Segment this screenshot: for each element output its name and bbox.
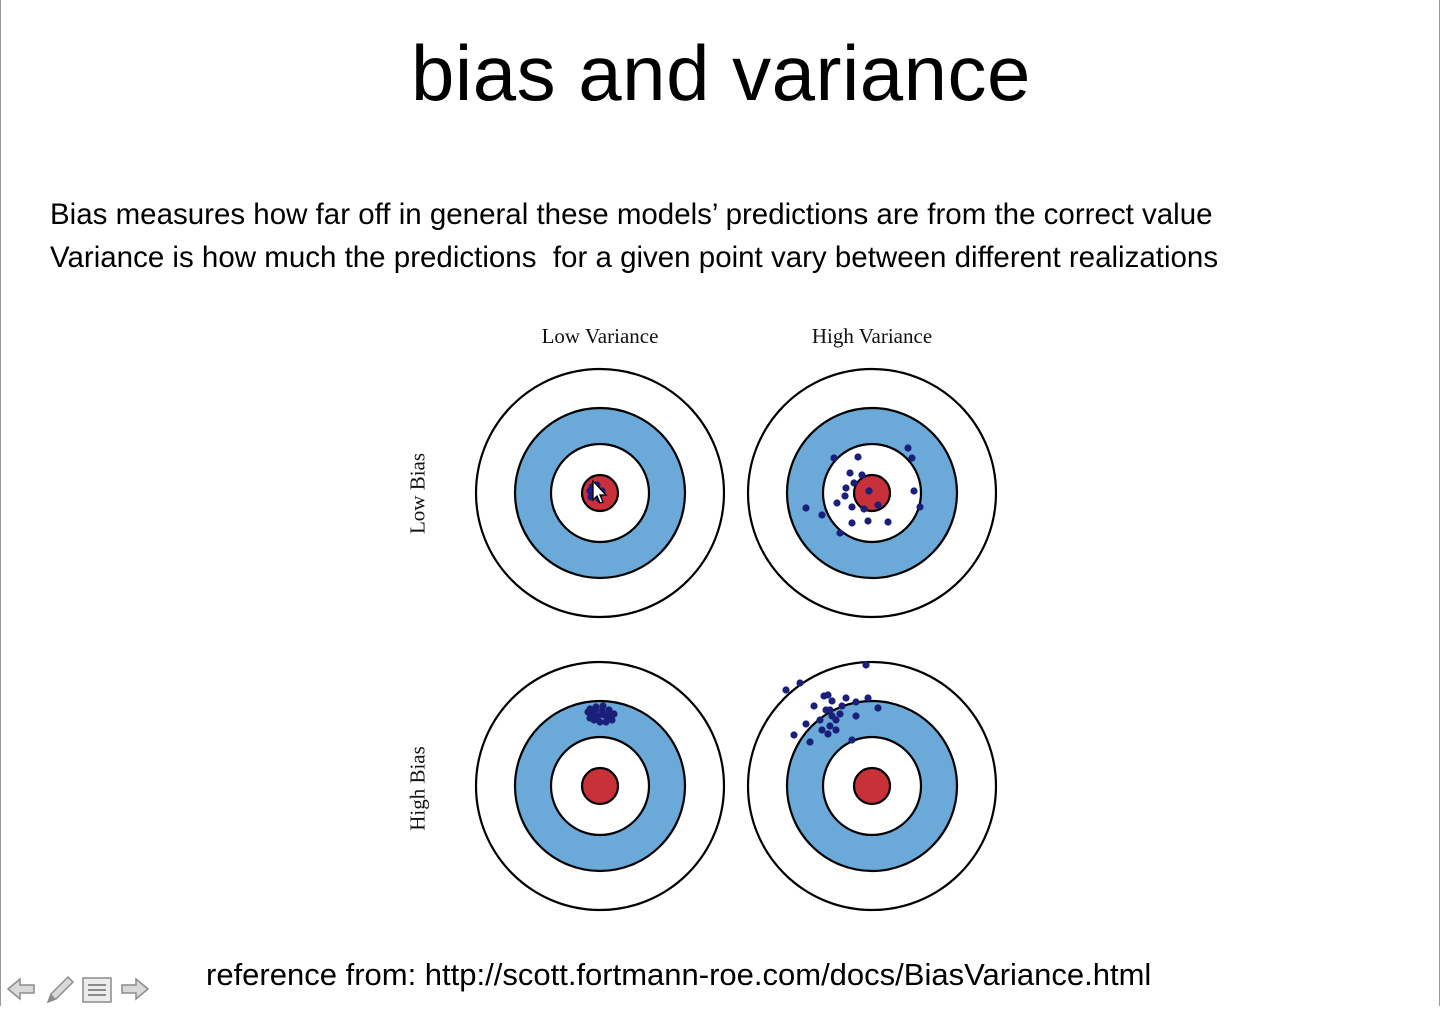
prediction-dot <box>904 444 912 452</box>
prediction-dot <box>842 484 850 492</box>
prediction-dot <box>832 726 840 734</box>
prediction-dot <box>826 706 834 714</box>
prediction-dot <box>848 736 856 744</box>
prediction-dot <box>828 697 836 705</box>
prediction-dot <box>852 698 860 706</box>
prediction-dot <box>874 501 882 509</box>
prediction-dot <box>818 511 826 519</box>
prediction-dot <box>836 710 844 718</box>
target-ring-3 <box>580 766 620 806</box>
menu-icon <box>82 977 112 1003</box>
mouse-cursor-icon <box>592 479 608 504</box>
prediction-dot <box>884 518 892 526</box>
previous-slide-button[interactable] <box>4 972 38 1006</box>
prediction-dot <box>830 454 838 462</box>
prediction-dot <box>591 706 599 714</box>
prediction-dot <box>596 718 604 726</box>
prediction-dot <box>854 453 862 461</box>
pen-tool-button[interactable] <box>42 972 76 1006</box>
pen-icon <box>46 975 75 1004</box>
prediction-dot <box>590 716 598 724</box>
prediction-dot <box>818 726 826 734</box>
left-arrow-icon <box>6 977 35 1001</box>
prediction-dot <box>874 704 882 712</box>
prediction-dot <box>608 716 616 724</box>
prediction-dot <box>842 694 850 702</box>
prediction-dot <box>865 487 873 495</box>
prediction-dot <box>599 702 607 710</box>
prediction-dot <box>910 487 918 495</box>
prediction-dot <box>586 487 594 495</box>
prediction-dots-high-bias-high-variance <box>782 661 882 746</box>
prediction-dot <box>820 692 828 700</box>
prediction-dot <box>802 504 810 512</box>
bias-definition: Bias measures how far off in general the… <box>50 198 1213 231</box>
prediction-dot <box>864 694 872 702</box>
prediction-dot <box>802 720 810 728</box>
prediction-dot <box>850 479 858 487</box>
prediction-dot <box>916 503 924 511</box>
prediction-dot <box>796 679 804 687</box>
target-ring-3 <box>852 473 892 513</box>
prediction-dot <box>584 708 592 716</box>
prediction-dot <box>860 505 868 513</box>
prediction-dot <box>848 519 856 527</box>
prediction-dot <box>602 718 610 726</box>
prediction-dot <box>782 686 790 694</box>
bias-variance-figure: Low Variance High Variance Low Bias High… <box>380 310 1040 930</box>
right-arrow-icon <box>121 977 150 1001</box>
slide-title: bias and variance <box>411 29 1031 117</box>
column-label-low-variance: Low Variance <box>541 324 659 348</box>
prediction-dot <box>824 730 832 738</box>
slide-toolbar <box>4 972 154 1006</box>
prediction-dot <box>605 706 613 714</box>
prediction-dot <box>846 469 854 477</box>
target-high-bias-low-variance <box>474 660 726 912</box>
prediction-dot <box>826 722 834 730</box>
prediction-dot <box>862 661 870 669</box>
reference-link[interactable]: reference from: http://scott.fortmann-ro… <box>206 957 1152 992</box>
column-label-high-variance: High Variance <box>811 324 933 348</box>
prediction-dot <box>852 712 860 720</box>
prediction-dot <box>908 454 916 462</box>
prediction-dot <box>848 503 856 511</box>
prediction-dots-low-bias-high-variance <box>802 444 924 537</box>
next-slide-button[interactable] <box>118 972 152 1006</box>
prediction-dot <box>858 471 866 479</box>
prediction-dot <box>833 499 841 507</box>
target-grid <box>474 367 998 912</box>
target-low-bias-high-variance <box>746 367 998 619</box>
prediction-dot <box>816 716 824 724</box>
slide-description: Bias measures how far off in general the… <box>50 193 1430 279</box>
prediction-dot <box>841 492 849 500</box>
target-high-bias-high-variance <box>746 660 998 912</box>
prediction-dots-high-bias-low-variance <box>584 702 618 726</box>
prediction-dot <box>832 716 840 724</box>
prediction-dot <box>864 517 872 525</box>
variance-definition: Variance is how much the predictions for… <box>50 241 1219 274</box>
slide-menu-button[interactable] <box>80 972 114 1006</box>
prediction-dot <box>838 702 846 710</box>
prediction-dot <box>806 738 814 746</box>
prediction-dot <box>836 529 844 537</box>
prediction-dot <box>790 731 798 739</box>
prediction-dot <box>610 710 618 718</box>
target-ring-3 <box>852 766 892 806</box>
prediction-dot <box>810 702 818 710</box>
